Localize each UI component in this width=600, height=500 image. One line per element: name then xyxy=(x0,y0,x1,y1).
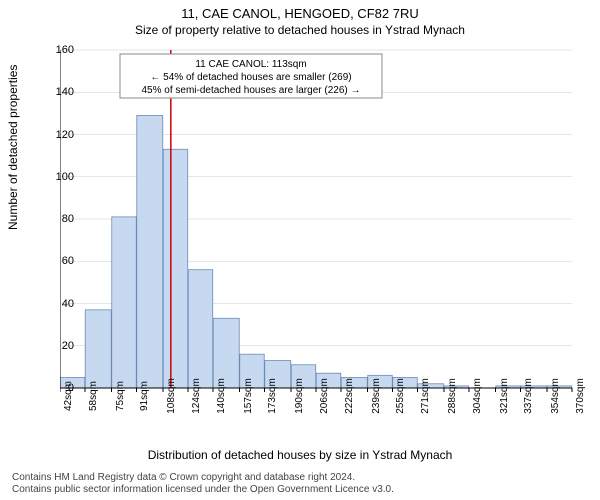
svg-text:45% of semi-detached houses ar: 45% of semi-detached houses are larger (… xyxy=(141,85,360,96)
y-tick-label: 120 xyxy=(34,129,74,141)
x-tick-label: 370sqm xyxy=(575,378,586,414)
x-tick-label: 190sqm xyxy=(294,378,305,414)
x-tick-label: 206sqm xyxy=(319,378,330,414)
y-tick-label: 80 xyxy=(34,213,74,225)
x-tick-label: 91sqm xyxy=(139,381,150,411)
x-tick-label: 255sqm xyxy=(395,378,406,414)
x-tick-label: 271sqm xyxy=(420,378,431,414)
x-tick-label: 140sqm xyxy=(216,378,227,414)
x-tick-label: 239sqm xyxy=(371,378,382,414)
histogram-svg: 11 CAE CANOL: 113sqm ← 54% of detached ho… xyxy=(60,46,580,406)
chart-container: 11, CAE CANOL, HENGOED, CF82 7RU Size of… xyxy=(0,0,600,500)
y-tick-label: 20 xyxy=(34,340,74,352)
x-tick-label: 304sqm xyxy=(472,378,483,414)
x-tick-label: 108sqm xyxy=(166,378,177,414)
y-tick-label: 160 xyxy=(34,44,74,56)
footer-line1: Contains HM Land Registry data © Crown c… xyxy=(12,472,394,484)
svg-text:11 CAE CANOL: 113sqm: 11 CAE CANOL: 113sqm xyxy=(195,59,306,70)
footer-line2: Contains public sector information licen… xyxy=(12,484,394,496)
x-axis-label: Distribution of detached houses by size … xyxy=(0,448,600,462)
x-tick-label: 124sqm xyxy=(191,378,202,414)
x-tick-label: 337sqm xyxy=(523,378,534,414)
y-axis-label: Number of detached properties xyxy=(6,65,20,230)
y-tick-label: 140 xyxy=(34,86,74,98)
y-tick-label: 60 xyxy=(34,255,74,267)
x-tick-label: 222sqm xyxy=(344,378,355,414)
svg-text:← 54% of detached houses are s: ← 54% of detached houses are smaller (26… xyxy=(150,72,351,83)
x-tick-label: 288sqm xyxy=(447,378,458,414)
x-tick-label: 321sqm xyxy=(499,378,510,414)
title-line1: 11, CAE CANOL, HENGOED, CF82 7RU xyxy=(0,0,600,21)
x-tick-label: 354sqm xyxy=(550,378,561,414)
x-tick-label: 75sqm xyxy=(115,381,126,411)
title-line2: Size of property relative to detached ho… xyxy=(0,21,600,37)
x-tick-label: 42sqm xyxy=(63,381,74,411)
footer-attribution: Contains HM Land Registry data © Crown c… xyxy=(12,472,394,496)
x-tick-label: 173sqm xyxy=(267,378,278,414)
x-tick-label: 58sqm xyxy=(88,381,99,411)
x-tick-label: 157sqm xyxy=(243,378,254,414)
plot-area: 11 CAE CANOL: 113sqm ← 54% of detached ho… xyxy=(60,46,580,406)
y-tick-label: 100 xyxy=(34,171,74,183)
y-tick-label: 40 xyxy=(34,298,74,310)
